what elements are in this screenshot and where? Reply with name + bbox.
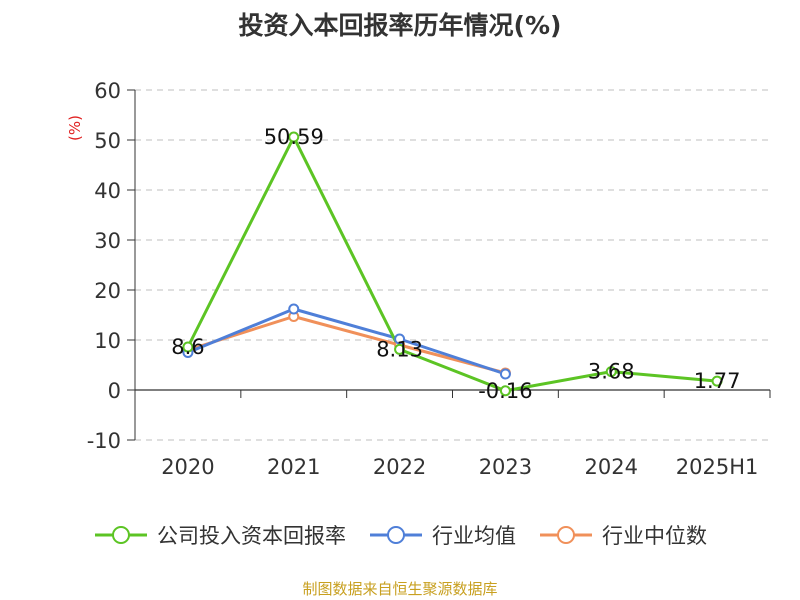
- y-axis-label: (%): [66, 115, 84, 141]
- y-tick-label: -10: [87, 429, 121, 453]
- x-tick-label: 2022: [373, 455, 426, 479]
- x-tick-label: 2024: [585, 455, 638, 479]
- data-label: 3.68: [588, 360, 635, 384]
- data-point-0: [711, 375, 723, 387]
- y-tick-label: 50: [94, 129, 121, 153]
- chart-title: 投资入本回报率历年情况(%): [238, 11, 562, 40]
- legend-item: 行业中位数: [538, 520, 707, 550]
- x-tick-label: 2021: [267, 455, 320, 479]
- legend-label: 行业均值: [432, 524, 516, 548]
- y-tick-label: 40: [94, 179, 121, 203]
- x-tick-label: 2023: [479, 455, 532, 479]
- source-note: 制图数据来自恒生聚源数据库: [302, 580, 498, 598]
- grid-layer: [135, 89, 770, 441]
- legend-item: 行业均值: [368, 520, 516, 550]
- data-label: 50.59: [264, 125, 324, 149]
- point-layer: [182, 131, 723, 397]
- data-point-1: [394, 333, 406, 345]
- legend: 公司投入资本回报率 行业均值 行业中位数: [0, 520, 800, 550]
- series-line-1: [187, 307, 506, 376]
- legend-marker-icon: [95, 526, 147, 544]
- y-tick-label: 60: [94, 79, 121, 103]
- legend-marker-icon: [540, 526, 592, 544]
- y-tick-label: 20: [94, 279, 121, 303]
- x-tick-label: 2020: [161, 455, 214, 479]
- x-tick-label: 2025H1: [676, 455, 759, 479]
- data-label: 8.13: [376, 337, 423, 361]
- series-line-2: [187, 315, 506, 375]
- data-label: 1.77: [694, 369, 741, 393]
- line-layer: [186, 135, 718, 393]
- data-point-1: [288, 303, 300, 315]
- data-point-0: [499, 385, 511, 397]
- data-point-0: [605, 366, 617, 378]
- axis-layer: -10 0 10 20 30 40 50 60 2020 2021 2022 2023 2024 2025…: [66, 79, 771, 479]
- data-point-1: [499, 368, 511, 380]
- data-label: 8.6: [171, 335, 204, 359]
- y-tick-label: 10: [94, 329, 121, 353]
- legend-label: 行业中位数: [602, 524, 707, 548]
- data-point-0: [288, 131, 300, 143]
- legend-item: 公司投入资本回报率: [93, 520, 346, 550]
- y-tick-label: 0: [108, 379, 121, 403]
- data-label: -0.16: [478, 379, 532, 403]
- legend-marker-icon: [370, 526, 422, 544]
- legend-label: 公司投入资本回报率: [157, 524, 346, 548]
- data-point-0: [394, 343, 406, 355]
- data-point-0: [182, 341, 194, 353]
- series-line-0: [186, 135, 718, 393]
- y-tick-label: 30: [94, 229, 121, 253]
- label-layer: 8.6 50.59 8.13 -0.16 3.68 1.77: [171, 125, 740, 403]
